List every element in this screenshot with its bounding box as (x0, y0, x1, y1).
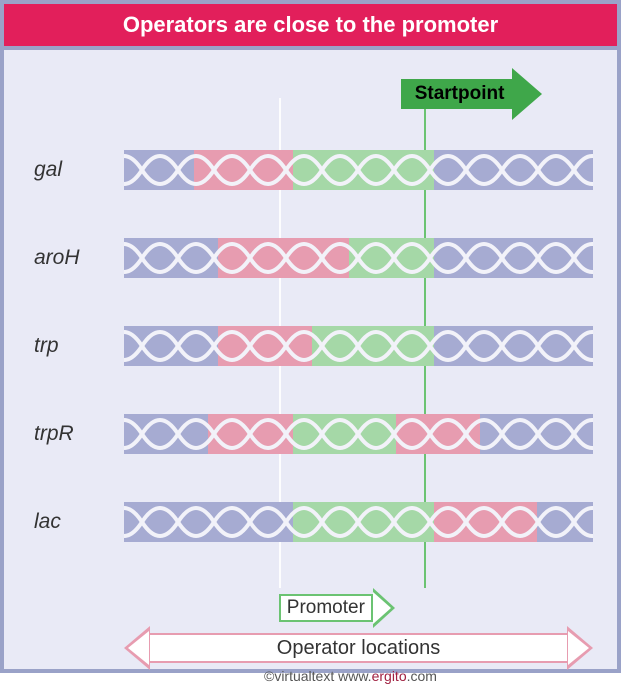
segment-pink (208, 414, 292, 454)
credit-line: ©virtualtext www.ergito.com (264, 668, 437, 684)
segment-blue (124, 502, 293, 542)
operon-row: aroH (4, 238, 617, 278)
operon-row: trpR (4, 414, 617, 454)
dna-track (124, 150, 593, 190)
diagram-frame: Operators are close to the promoter Star… (0, 0, 621, 673)
operon-row: trp (4, 326, 617, 366)
credit-prefix: ©virtualtext www. (264, 668, 372, 684)
dna-track (124, 326, 593, 366)
segment-blue (434, 238, 593, 278)
chart-area: Startpoint gal aroH trp trpR lac Promoter Opera… (4, 50, 617, 667)
segment-blue (434, 326, 593, 366)
promoter-label: Promoter (279, 594, 373, 622)
startpoint-arrow: Startpoint (401, 68, 543, 120)
operon-row: lac (4, 502, 617, 542)
credit-suffix: .com (407, 668, 437, 684)
segment-green (312, 326, 434, 366)
operon-label: lac (4, 510, 124, 534)
segment-pink (434, 502, 537, 542)
segment-pink (396, 414, 480, 454)
segment-blue (124, 414, 208, 454)
operator-label: Operator locations (150, 633, 567, 663)
segment-blue (434, 150, 593, 190)
dna-track (124, 414, 593, 454)
operon-label: aroH (4, 246, 124, 270)
segment-blue (124, 326, 218, 366)
segment-blue (537, 502, 593, 542)
operon-label: gal (4, 158, 124, 182)
credit-domain: ergito (372, 668, 407, 684)
title-bar: Operators are close to the promoter (4, 4, 617, 50)
operator-arrow: Operator locations (124, 630, 593, 666)
segment-green (293, 414, 396, 454)
operon-label: trp (4, 334, 124, 358)
segment-pink (194, 150, 292, 190)
promoter-arrow: Promoter (279, 592, 453, 624)
operon-row: gal (4, 150, 617, 190)
segment-green (293, 150, 434, 190)
segment-pink (321, 238, 349, 278)
segment-blue (124, 150, 194, 190)
startpoint-label: Startpoint (401, 79, 513, 109)
segment-pink (218, 326, 312, 366)
segment-pink (218, 238, 321, 278)
dna-track (124, 238, 593, 278)
segment-green (349, 238, 433, 278)
operon-label: trpR (4, 422, 124, 446)
arrow-right-icon (373, 588, 395, 628)
segment-blue (480, 414, 593, 454)
arrow-left-icon (124, 626, 150, 670)
arrow-right-icon (512, 68, 542, 120)
segment-blue (124, 238, 218, 278)
dna-track (124, 502, 593, 542)
arrow-right-icon (567, 626, 593, 670)
segment-green (293, 502, 434, 542)
